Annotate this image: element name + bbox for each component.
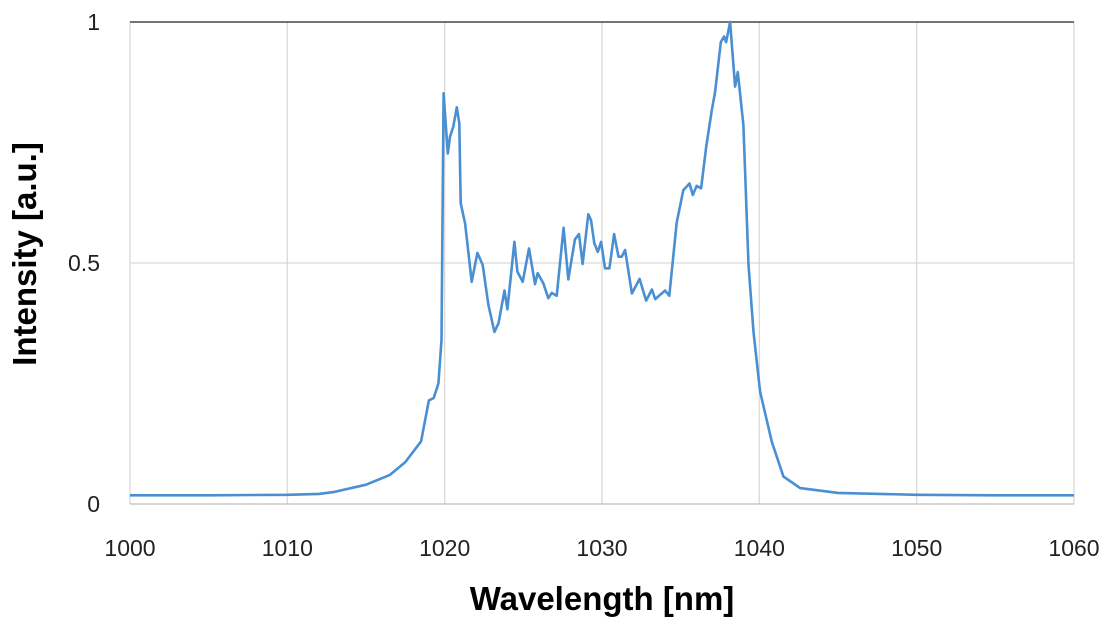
- grid: [129, 21, 1075, 505]
- x-tick-label: 1000: [104, 535, 155, 561]
- y-tick-label: 1: [87, 9, 100, 35]
- y-tick-label: 0: [87, 491, 100, 517]
- x-tick-label: 1060: [1048, 535, 1099, 561]
- series-group: [130, 20, 1074, 497]
- x-axis-ticks: 1000 1010 1020 1030 1040 1050 1060: [104, 535, 1099, 561]
- y-tick-label: 0.5: [68, 250, 100, 276]
- y-axis-label: Intensity [a.u.]: [6, 142, 43, 366]
- x-tick-label: 1010: [262, 535, 313, 561]
- x-tick-label: 1050: [891, 535, 942, 561]
- y-axis-ticks: 00.51: [68, 9, 100, 517]
- x-axis-label: Wavelength [nm]: [470, 580, 735, 617]
- x-tick-label: 1020: [419, 535, 470, 561]
- x-tick-label: 1040: [734, 535, 785, 561]
- series-line-spectrum: [130, 20, 1074, 497]
- x-tick-label: 1030: [576, 535, 627, 561]
